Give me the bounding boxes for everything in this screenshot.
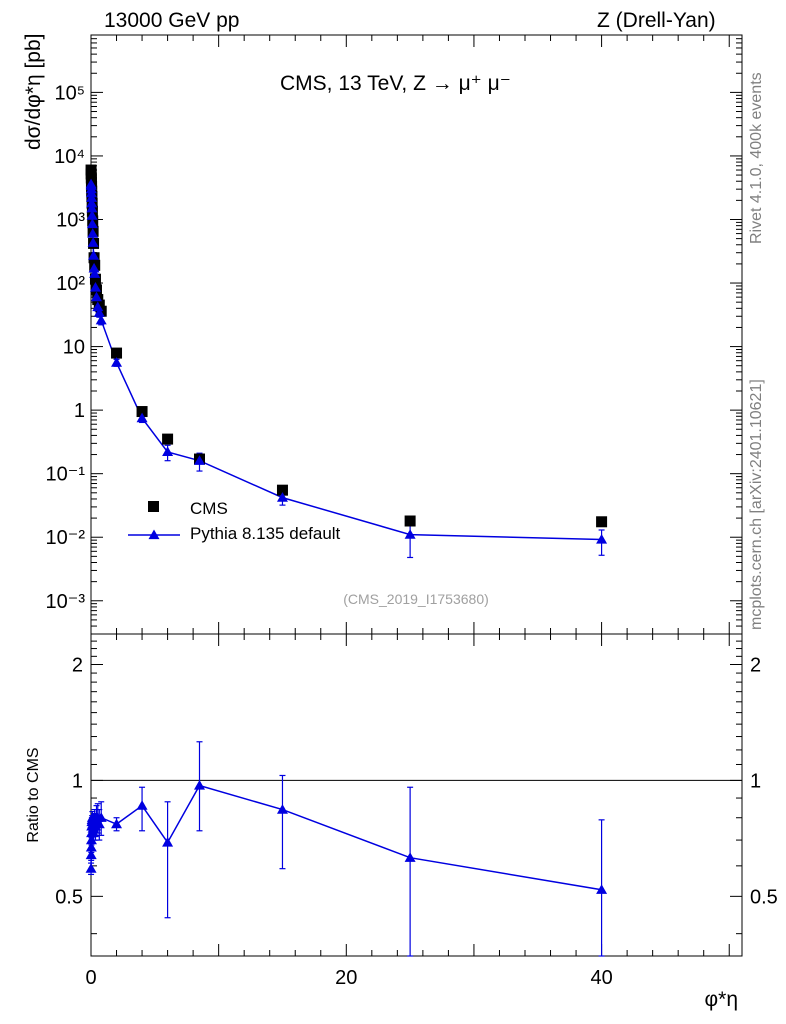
- pythia-data-point: [87, 237, 99, 247]
- main-y-axis-label: dσ/dφ*η [pb]: [22, 34, 45, 150]
- header-left-label: 13000 GeV pp: [104, 9, 240, 32]
- ratio-data-point: [85, 841, 97, 852]
- ratio-data-point: [596, 884, 608, 894]
- ratio-data-point: [111, 818, 123, 829]
- main-title: CMS, 13 TeV, Z → μ⁺ μ⁻: [280, 72, 511, 95]
- y-tick-label: 1: [74, 400, 85, 422]
- ratio-data-point: [136, 800, 148, 810]
- pythia-data-point: [162, 446, 174, 457]
- x-tick-label: 20: [335, 967, 357, 989]
- y-tick-label: 10²: [56, 273, 85, 295]
- y-tick-label: 10⁴: [54, 146, 85, 168]
- pythia-data-point: [87, 228, 99, 238]
- ratio-y-tick-label: 0.5: [55, 886, 83, 908]
- cms-data-point: [162, 433, 174, 445]
- pythia-data-point: [95, 314, 107, 325]
- pythia-data-point: [86, 197, 98, 208]
- cms-data-point: [404, 515, 416, 527]
- legend-cms-marker: [148, 501, 159, 512]
- cms-data-point: [276, 484, 288, 496]
- cms-data-point: [111, 347, 123, 359]
- ratio-data-point: [194, 780, 205, 790]
- pythia-data-point: [86, 202, 98, 213]
- y-tick-label: 10: [63, 337, 85, 359]
- main-panel: 10⁻³ 10⁻² 10⁻¹ 1 10 10² 10³ 10⁴ 10⁵ dσ/dφ*η [pb] C…: [22, 34, 743, 635]
- pythia-data-point: [136, 412, 148, 423]
- ratio-y-tick-label-right: 2: [750, 654, 761, 676]
- y-tick-label: 10⁻¹: [46, 464, 86, 486]
- ratio-data-point: [88, 827, 100, 838]
- pythia-data-point: [93, 307, 105, 317]
- y-tick-label: 10⁻³: [46, 591, 86, 613]
- ratio-data-point: [276, 804, 288, 814]
- y-tick-label: 10⁵: [54, 82, 85, 104]
- header-right-label: Z (Drell-Yan): [597, 9, 716, 32]
- pythia-data-point: [89, 282, 101, 292]
- pythia-data-point: [111, 357, 123, 367]
- pythia-data-point: [86, 218, 98, 229]
- analysis-watermark: (CMS_2019_I1753680): [343, 591, 489, 607]
- ratio-data-point: [404, 852, 416, 862]
- pythia-data-point: [92, 301, 104, 312]
- y-tick-label: 10⁻²: [46, 527, 86, 549]
- pythia-line: [90, 184, 602, 541]
- ratio-y-axis-label: Ratio to CMS: [25, 747, 42, 842]
- x-tick-label: 40: [590, 967, 612, 989]
- x-axis-label: φ*η: [705, 988, 738, 1011]
- ratio-data-point: [85, 834, 97, 845]
- ratio-data-point: [93, 818, 105, 829]
- legend-cms-label: CMS: [190, 499, 228, 518]
- ratio-y-tick-label-right: 1: [750, 770, 761, 792]
- cms-data-point: [89, 273, 101, 285]
- pythia-data-point: [86, 192, 98, 202]
- ratio-panel: 0 20 40 0.5 0.5 1 1 2 2 Ratio to CMS φ*η: [25, 633, 778, 1011]
- pythia-data-point: [404, 529, 416, 539]
- pythia-data-point: [89, 268, 101, 278]
- pythia-data-point: [86, 210, 98, 220]
- ratio-data-point: [95, 812, 107, 822]
- pythia-data-point: [90, 291, 102, 302]
- legend-pythia-label: Pythia 8.135 default: [190, 524, 341, 543]
- cms-data-point: [596, 516, 608, 528]
- pythia-data-point: [88, 262, 100, 273]
- pythia-data-point: [194, 455, 205, 465]
- ratio-data-point: [85, 849, 97, 860]
- ratio-plot-frame: [90, 633, 743, 957]
- pythia-data-point: [85, 187, 97, 198]
- ratio-data-point: [162, 836, 174, 847]
- main-plot-frame: [90, 34, 743, 635]
- ratio-y-tick-label-right: 0.5: [750, 886, 778, 908]
- x-tick-label: 0: [85, 967, 96, 989]
- cms-data-point: [136, 406, 148, 418]
- pythia-data-point: [276, 492, 288, 502]
- legend-pythia-marker: [148, 529, 160, 540]
- y-tick-label: 10³: [56, 209, 85, 231]
- ratio-y-tick-label: 2: [72, 654, 83, 676]
- ratio-data-point: [85, 863, 97, 873]
- pythia-data-point: [596, 534, 608, 544]
- ratio-y-tick-label: 1: [72, 770, 83, 792]
- pythia-data-point: [88, 250, 100, 260]
